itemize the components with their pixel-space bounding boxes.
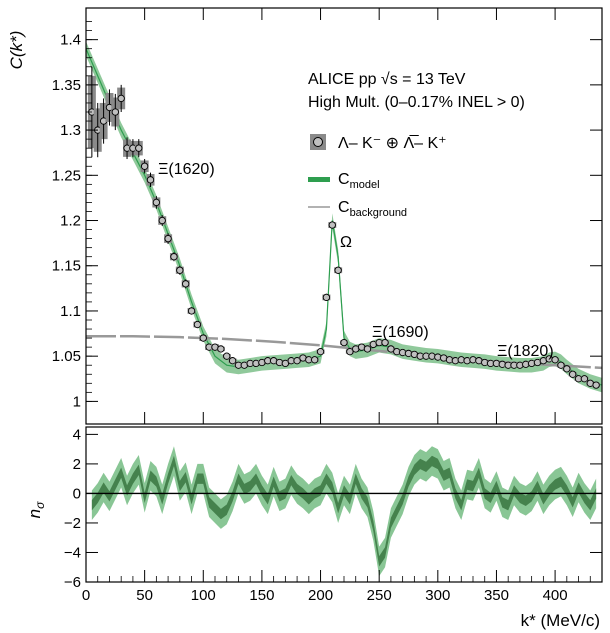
data-point	[293, 357, 301, 365]
data-point	[322, 293, 331, 302]
x-axis-ticks: 0 50 100 150 200 250 300 350 400	[82, 570, 591, 604]
legend-marker-circle	[313, 137, 323, 147]
y-tick-label: 1.2	[60, 213, 81, 230]
legend: ALICE pp √s = 13 TeV High Mult. (0–0.17%…	[308, 71, 525, 219]
x-tick-label: 350	[484, 587, 509, 604]
residual-y-tick-label: 0	[73, 485, 81, 502]
annotation-omega: Ω	[340, 234, 352, 251]
y-tick-label: 1.3	[60, 122, 81, 139]
data-point	[316, 348, 325, 356]
data-point	[223, 352, 231, 360]
y-tick-label: 1.1	[60, 303, 81, 320]
data-point	[346, 348, 354, 356]
x-tick-label: 200	[308, 587, 333, 604]
data-point	[580, 375, 589, 383]
legend-entry-background: Cbackground	[338, 199, 407, 219]
y-axis-ticks: 1 1.05 1.1 1.15 1.2 1.25 1.3 1.35 1.4	[52, 21, 602, 410]
y-tick-label: 1.05	[52, 348, 81, 365]
data-point	[182, 280, 190, 288]
x-axis-label: k* (MeV/c)	[521, 611, 600, 630]
data-point	[311, 356, 319, 364]
data-point	[176, 266, 184, 274]
data-point	[217, 345, 225, 353]
residual-inner-band	[91, 455, 597, 567]
residual-y-tick-label: −4	[64, 544, 81, 561]
x-tick-label: 50	[136, 587, 153, 604]
x-tick-label: 150	[249, 587, 274, 604]
residual-panel: −6 −4 −2 0 2 4 0 50 100 150 200 250 300 350 400 nσ k*…	[25, 426, 603, 630]
data-point	[170, 253, 178, 261]
data-point	[381, 338, 389, 347]
legend-entry-model: Cmodel	[338, 171, 380, 191]
header-line-1: ALICE pp √s = 13 TeV	[308, 71, 466, 88]
x-tick-label: 250	[367, 587, 392, 604]
annotation-xi-1690: Ξ(1690)	[372, 324, 429, 341]
residual-y-axis-label: nσ	[25, 501, 47, 518]
correlation-panel: 1 1.05 1.1 1.15 1.2 1.25 1.3 1.35 1.4 C(k*) ALIC…	[7, 7, 603, 425]
y-tick-label: 1	[73, 393, 81, 410]
data-point	[164, 234, 172, 243]
data-point	[193, 320, 202, 329]
residual-outer-band	[91, 446, 597, 577]
data-point	[152, 198, 161, 207]
x-axis-ticks-top	[85, 8, 556, 424]
y-tick-label: 1.15	[52, 258, 81, 275]
data-point	[387, 345, 395, 353]
data-point	[140, 162, 149, 170]
y-axis-label: C(k*)	[7, 31, 26, 70]
data-point	[111, 108, 119, 116]
x-tick-label: 100	[191, 587, 216, 604]
y-tick-label: 1.4	[60, 32, 81, 49]
data-point	[592, 381, 600, 389]
data-point	[199, 334, 207, 342]
residual-y-tick-label: −2	[64, 515, 81, 532]
legend-model-sub: model	[350, 179, 380, 191]
data-point	[117, 94, 125, 103]
x-tick-label: 400	[543, 587, 568, 604]
legend-entry-data: Λ– K⁻ ⊕ Λ̅– K⁺	[338, 134, 447, 152]
data-point	[551, 356, 559, 364]
data-point	[363, 345, 372, 353]
data-point	[557, 361, 565, 369]
residual-y-tick-label: 2	[73, 456, 81, 473]
residual-outer-band-path	[91, 446, 597, 577]
legend-model-swatch	[308, 177, 330, 182]
residual-y-axis-ticks: −6 −4 −2 0 2 4	[64, 426, 602, 591]
data-point	[334, 266, 342, 274]
legend-background-sub: background	[350, 207, 408, 219]
data-point	[569, 370, 577, 378]
data-point	[563, 365, 571, 373]
header-line-2: High Mult. (0–0.17% INEL > 0)	[308, 94, 525, 111]
data-point	[281, 359, 290, 368]
y-tick-label: 1.25	[52, 167, 81, 184]
x-tick-label: 300	[425, 587, 450, 604]
y-tick-label: 1.35	[52, 77, 81, 94]
data-point	[158, 216, 166, 225]
data-point	[135, 144, 143, 152]
data-point	[146, 176, 155, 184]
x-tick-label: 0	[82, 587, 90, 604]
annotation-xi-1620: Ξ(1620)	[158, 161, 215, 178]
residual-y-tick-label: 4	[73, 426, 81, 443]
residual-inner-band-path	[91, 455, 597, 567]
annotation-xi-1820: Ξ(1820)	[497, 343, 554, 360]
data-points-layer	[87, 66, 601, 389]
residual-y-tick-label: −6	[64, 574, 81, 591]
data-point	[228, 357, 237, 365]
data-point	[187, 307, 196, 315]
data-point	[340, 338, 348, 347]
residual-y-label-sub: σ	[33, 501, 47, 509]
correlation-plot-frame	[85, 7, 603, 425]
data-point	[328, 221, 336, 229]
